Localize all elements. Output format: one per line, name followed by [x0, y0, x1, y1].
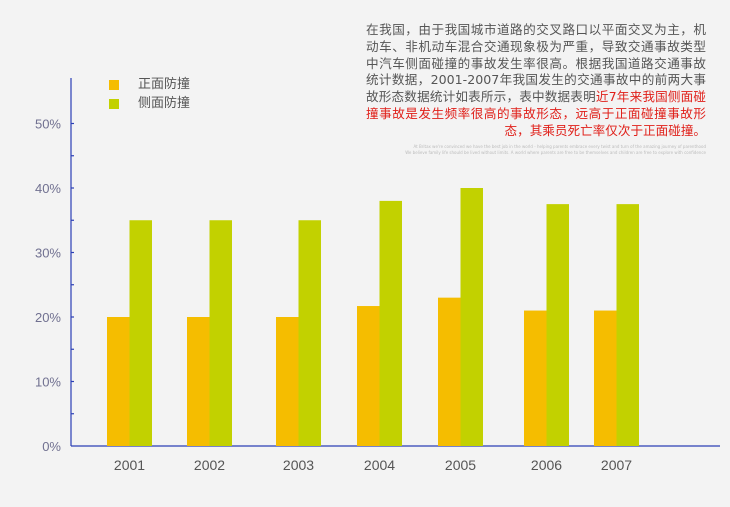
bar-frontal-2002	[187, 317, 210, 446]
description-paragraph: 在我国，由于我国城市道路的交叉路口以平面交叉为主，机动车、非机动车混合交通现象极…	[366, 22, 706, 140]
bar-frontal-2005	[438, 297, 461, 446]
fine-print: At Britax we're convinced we have the be…	[366, 144, 706, 156]
legend-item-side: 侧面防撞	[109, 96, 190, 112]
x-tick-label: 2002	[194, 457, 225, 473]
legend-swatch-frontal	[109, 80, 119, 90]
y-tick-label: 30%	[35, 246, 61, 261]
x-tick-label: 2001	[114, 457, 145, 473]
y-tick-label: 50%	[35, 117, 61, 132]
y-tick-label: 20%	[35, 310, 61, 325]
bar-side-2002	[209, 220, 232, 446]
x-tick-label: 2004	[364, 457, 395, 473]
bar-side-2004	[379, 200, 402, 446]
legend-item-frontal: 正面防撞	[109, 77, 190, 93]
legend-swatch-side	[109, 99, 119, 109]
bar-side-2007	[616, 204, 639, 446]
fine-print-line-2: We believe family life should be lived w…	[405, 149, 706, 155]
y-tick-label: 40%	[35, 181, 61, 196]
bar-frontal-2007	[594, 310, 617, 446]
bar-frontal-2006	[524, 310, 547, 446]
bar-frontal-2004	[357, 306, 380, 446]
bar-side-2003	[298, 220, 321, 446]
y-tick-label: 10%	[35, 375, 61, 390]
x-tick-label: 2003	[283, 457, 314, 473]
description-block: 在我国，由于我国城市道路的交叉路口以平面交叉为主，机动车、非机动车混合交通现象极…	[366, 22, 706, 156]
x-tick-label: 2007	[601, 457, 632, 473]
bar-side-2005	[460, 188, 483, 446]
bar-frontal-2001	[107, 317, 130, 446]
fine-print-line-1: At Britax we're convinced we have the be…	[413, 143, 706, 149]
legend-label-frontal: 正面防撞	[138, 77, 191, 92]
bar-side-2006	[546, 204, 569, 446]
y-tick-label: 0%	[42, 439, 61, 454]
x-tick-label: 2006	[531, 457, 562, 473]
x-tick-label: 2005	[445, 457, 476, 473]
description-highlight: 近7年来我国侧面碰撞事故是发生频率很高的事故形态，远高于正面碰撞事故形态，其乘员…	[366, 89, 707, 138]
legend-label-side: 侧面防撞	[138, 96, 191, 111]
description-text: 在我国，由于我国城市道路的交叉路口以平面交叉为主，机动车、非机动车混合交通现象极…	[366, 22, 706, 105]
bar-side-2001	[129, 220, 152, 446]
bar-frontal-2003	[276, 317, 299, 446]
